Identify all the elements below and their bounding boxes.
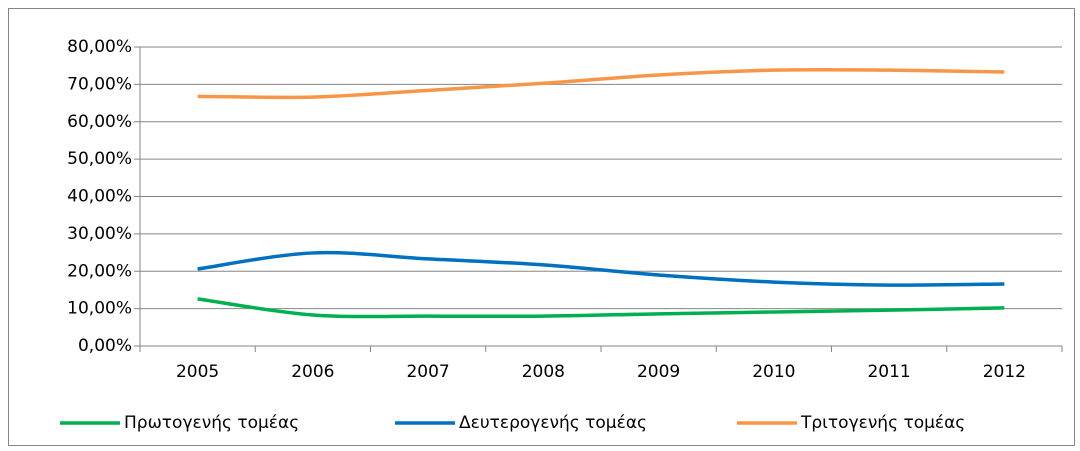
x-tick-label: 2010 [752, 362, 795, 382]
y-tick-label: 80,00% [67, 37, 132, 57]
y-tick-label: 10,00% [67, 299, 132, 319]
y-tick-label: 20,00% [67, 261, 132, 281]
series-line [197, 67, 1005, 100]
y-tick-label: 70,00% [67, 74, 132, 94]
y-tick-label: 40,00% [67, 187, 132, 207]
y-tick-label: 50,00% [67, 149, 132, 169]
series-line [197, 250, 1005, 287]
y-tick-label: 60,00% [67, 112, 132, 132]
series-line [197, 297, 1005, 319]
x-tick-label: 2008 [522, 362, 565, 382]
y-tick-label: 30,00% [67, 224, 132, 244]
legend-label: Πρωτογενής τομέας [124, 413, 299, 433]
x-tick-label: 2012 [983, 362, 1026, 382]
x-tick-label: 2007 [406, 362, 449, 382]
x-tick-label: 2005 [176, 362, 219, 382]
y-tick-label: 0,00% [78, 336, 132, 356]
legend-label: Τριτογενής τομέας [800, 413, 965, 433]
chart-frame [8, 8, 1075, 446]
x-tick-label: 2006 [291, 362, 334, 382]
legend-label: Δευτερογενής τομέας [459, 413, 647, 433]
x-tick-label: 2009 [637, 362, 680, 382]
x-tick-label: 2011 [867, 362, 910, 382]
